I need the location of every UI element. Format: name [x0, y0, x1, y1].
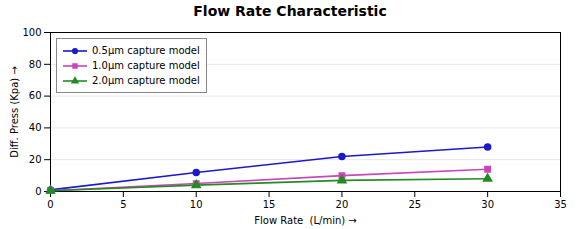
svg-text:0: 0 [35, 186, 41, 197]
html-text:0.5μm capture model: 0.5μm capture model [92, 45, 200, 56]
svg-text:20: 20 [336, 199, 349, 210]
html-text:2.0μm capture model: 2.0μm capture model [92, 75, 200, 86]
svg-text:20: 20 [29, 154, 42, 165]
svg-text:0: 0 [47, 199, 53, 210]
svg-text:100: 100 [22, 27, 41, 38]
html-text:Flow Rate Characteristic: Flow Rate Characteristic [193, 3, 387, 19]
svg-text:80: 80 [29, 59, 42, 70]
svg-text:30: 30 [481, 199, 494, 210]
svg-text:10: 10 [190, 199, 203, 210]
svg-text:40: 40 [29, 122, 42, 133]
svg-text:5: 5 [120, 199, 126, 210]
svg-text:15: 15 [263, 199, 276, 210]
svg-text:60: 60 [29, 90, 42, 101]
svg-text:Flow Rate (L/min) →: Flow Rate (L/min) → [254, 215, 356, 226]
svg-text:35: 35 [554, 199, 567, 210]
svg-text:Diff. Press (Kpa) →: Diff. Press (Kpa) → [9, 66, 20, 158]
svg-text:25: 25 [408, 199, 421, 210]
html-text:1.0μm capture model: 1.0μm capture model [92, 60, 200, 71]
